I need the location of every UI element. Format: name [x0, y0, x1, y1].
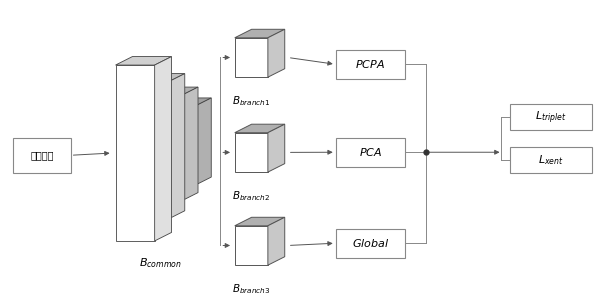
- Polygon shape: [116, 57, 171, 65]
- Text: $B_{branch2}$: $B_{branch2}$: [232, 189, 270, 203]
- Polygon shape: [268, 124, 285, 172]
- Polygon shape: [235, 38, 268, 77]
- Polygon shape: [235, 217, 285, 226]
- Polygon shape: [235, 124, 285, 133]
- Text: $PCA$: $PCA$: [359, 146, 382, 158]
- Polygon shape: [194, 98, 211, 185]
- Bar: [336, 229, 405, 258]
- Text: $Global$: $Global$: [352, 237, 389, 249]
- Text: $B_{branch3}$: $B_{branch3}$: [232, 282, 270, 296]
- Text: 输入图片: 输入图片: [30, 150, 54, 160]
- Text: $PCPA$: $PCPA$: [355, 58, 385, 70]
- Text: $B_{common}$: $B_{common}$: [140, 256, 183, 270]
- Polygon shape: [116, 65, 155, 241]
- Polygon shape: [268, 217, 285, 265]
- Polygon shape: [142, 95, 181, 201]
- Polygon shape: [235, 226, 268, 265]
- Text: $B_{branch1}$: $B_{branch1}$: [232, 94, 270, 108]
- Polygon shape: [155, 106, 194, 185]
- Polygon shape: [268, 29, 285, 77]
- Bar: [510, 104, 592, 130]
- Polygon shape: [155, 57, 171, 241]
- Bar: [510, 147, 592, 173]
- Polygon shape: [235, 133, 268, 172]
- Polygon shape: [142, 87, 198, 95]
- Bar: [336, 50, 405, 79]
- Polygon shape: [168, 73, 185, 219]
- Text: $L_{triplet}$: $L_{triplet}$: [535, 109, 567, 125]
- Polygon shape: [235, 29, 285, 38]
- Polygon shape: [129, 82, 168, 219]
- Bar: [13, 138, 71, 173]
- Polygon shape: [181, 87, 198, 201]
- Polygon shape: [129, 73, 185, 82]
- Polygon shape: [155, 98, 211, 106]
- Text: $L_{xent}$: $L_{xent}$: [538, 153, 564, 167]
- Bar: [336, 138, 405, 167]
